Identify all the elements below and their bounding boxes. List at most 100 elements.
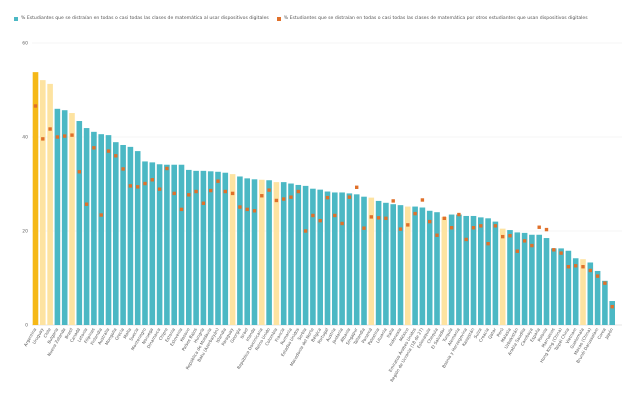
bar <box>594 270 601 325</box>
marker-point <box>238 205 242 209</box>
x-tick-label: Japón <box>603 327 614 341</box>
bar <box>353 194 360 325</box>
y-tick-label: 60 <box>22 41 28 47</box>
bar <box>222 172 229 325</box>
marker-point <box>522 239 527 243</box>
legend-label-devices: % Estudiantes que se distraían en todas … <box>21 16 269 21</box>
marker-point <box>435 233 439 237</box>
bar <box>551 248 557 325</box>
marker-point <box>442 216 446 221</box>
marker-point <box>70 133 74 137</box>
x-tick-label: Serbia <box>296 327 307 341</box>
legend-item-devices[interactable]: % Estudiantes que se distraían en todas … <box>14 16 269 21</box>
marker-point <box>340 221 344 226</box>
bar <box>324 191 331 325</box>
marker-point <box>77 170 81 174</box>
bar <box>317 189 323 325</box>
marker-point <box>362 226 366 230</box>
marker-point <box>595 274 600 278</box>
marker-point <box>420 198 425 202</box>
marker-point <box>486 241 490 246</box>
bar <box>134 151 141 325</box>
marker-point <box>128 184 133 188</box>
bar <box>69 113 75 325</box>
bar <box>273 182 280 325</box>
marker-point <box>187 193 191 197</box>
bar <box>580 259 586 325</box>
bar <box>142 161 148 325</box>
bar <box>492 221 499 325</box>
marker-point <box>282 197 286 201</box>
bar <box>332 192 338 325</box>
marker-point <box>136 185 140 189</box>
marker-point <box>428 219 432 224</box>
x-tick-label: Suiza <box>473 327 483 340</box>
bar <box>419 207 426 325</box>
marker-point <box>172 191 176 196</box>
marker-point <box>325 195 330 200</box>
bar <box>120 144 126 325</box>
marker-point <box>92 146 96 150</box>
marker-point <box>552 248 556 252</box>
bar <box>499 228 506 325</box>
bar <box>302 185 309 325</box>
bar <box>514 232 521 325</box>
bar <box>47 83 53 325</box>
bar <box>76 121 83 326</box>
bar <box>456 214 462 325</box>
x-tick-label: Irlanda <box>245 327 257 342</box>
marker-point <box>464 237 468 242</box>
marker-point <box>457 212 461 217</box>
bar <box>310 188 316 325</box>
bar <box>368 197 375 325</box>
bar <box>32 72 39 325</box>
marker-point <box>48 127 52 131</box>
bar <box>405 206 411 325</box>
legend-item-others[interactable]: % Estudiantes que se distraían en todas … <box>276 16 588 21</box>
marker-point <box>559 251 563 255</box>
marker-point <box>471 226 476 230</box>
bar <box>339 192 345 325</box>
marker-point <box>384 216 388 221</box>
bar <box>171 164 177 325</box>
marker-point <box>355 185 359 189</box>
bar <box>521 232 528 325</box>
marker-point <box>515 249 519 253</box>
bar <box>470 215 477 325</box>
bar <box>200 170 207 325</box>
bar <box>558 248 564 325</box>
bar <box>572 258 579 325</box>
marker-point <box>157 187 162 191</box>
bar <box>463 215 469 325</box>
bar <box>478 217 484 325</box>
marker-point <box>530 243 534 248</box>
bar <box>434 212 440 325</box>
x-tick-label: Austria <box>325 327 337 343</box>
x-tick-label: Suecia <box>128 327 140 342</box>
bar <box>113 142 119 325</box>
marker-point <box>245 207 249 212</box>
bar <box>587 262 594 325</box>
marker-point <box>143 181 147 186</box>
bar <box>259 179 265 325</box>
x-tick-label: Malta <box>122 327 132 340</box>
x-tick-label: Italia <box>386 327 396 339</box>
y-tick-label: 40 <box>22 135 28 141</box>
marker-point <box>289 195 293 199</box>
marker-point <box>508 234 512 238</box>
marker-point <box>252 209 257 213</box>
marker-point <box>150 178 154 182</box>
bar <box>288 183 294 325</box>
bar <box>390 204 396 325</box>
bar <box>178 164 185 325</box>
legend: % Estudiantes que se distraían en todas … <box>14 16 588 21</box>
marker-point <box>398 227 403 231</box>
marker-point <box>303 229 308 233</box>
bar <box>375 200 382 325</box>
y-tick-label: 0 <box>25 323 28 329</box>
bar <box>127 146 134 325</box>
bar <box>105 135 112 325</box>
marker-point <box>33 104 38 108</box>
x-tick-label: Qatar <box>487 327 497 340</box>
bar <box>164 164 170 325</box>
